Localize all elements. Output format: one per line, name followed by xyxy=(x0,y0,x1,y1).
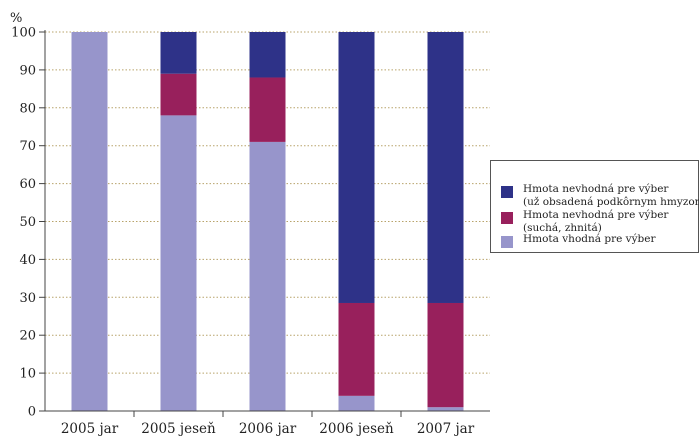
x-category-label-5: 2007 jar xyxy=(417,421,475,436)
axes xyxy=(39,30,490,417)
y-tick-label-30: 30 xyxy=(19,291,36,306)
x-category-label-4: 2006 jeseň xyxy=(319,421,394,436)
bar-segment-3-series-2 xyxy=(249,77,286,142)
y-tick-label-60: 60 xyxy=(19,177,36,192)
legend-item-suitable: Hmota vhodná pre výber xyxy=(501,233,655,248)
bar-segment-4-series-1 xyxy=(338,395,375,411)
bar-segment-5-series-3 xyxy=(427,32,464,303)
y-tick-label-50: 50 xyxy=(19,215,36,230)
axis-labels: 0 10 20 30 40 50 60 70 80 90 100% 2005 jar 2005 jese… xyxy=(10,11,475,436)
bar-segment-5-series-2 xyxy=(427,302,464,408)
bar-segment-3-series-3 xyxy=(249,32,286,78)
x-category-label-1: 2005 jar xyxy=(61,421,119,436)
legend-label-dry-line1: Hmota nevhodná pre výber xyxy=(523,209,669,221)
y-tick-label-0: 0 xyxy=(28,405,36,420)
y-tick-label-80: 80 xyxy=(19,101,36,116)
bars xyxy=(71,32,464,411)
grid-lines xyxy=(45,31,490,374)
legend-label-dry-line2: (suchá, zhnitá) xyxy=(523,222,602,234)
y-tick-label-40: 40 xyxy=(19,253,36,268)
legend-item-occupied: Hmota nevhodná pre výber (už obsadená po… xyxy=(501,183,699,209)
bar-segment-4-series-3 xyxy=(338,32,375,303)
legend-swatch-occupied xyxy=(501,186,513,198)
bar-segment-1-series-1 xyxy=(71,32,108,411)
bar-segment-3-series-1 xyxy=(249,141,286,411)
bar-segment-2-series-2 xyxy=(160,73,197,116)
bar-segment-2-series-1 xyxy=(160,115,197,411)
legend-label-suitable-line1: Hmota vhodná pre výber xyxy=(523,233,656,245)
legend-swatch-suitable xyxy=(501,236,513,248)
bar-segment-2-series-3 xyxy=(160,32,197,74)
x-category-label-3: 2006 jar xyxy=(239,421,297,436)
y-tick-label-20: 20 xyxy=(19,329,36,344)
legend-label-occupied-line1: Hmota nevhodná pre výber xyxy=(523,183,669,195)
chart-legend: Hmota nevhodná pre výber (už obsadená po… xyxy=(490,160,699,253)
y-tick-label-100: 100 xyxy=(11,26,36,41)
y-tick-label-70: 70 xyxy=(19,139,36,154)
legend-label-occupied-line2: (už obsadená podkôrnym hmyzom xyxy=(523,196,699,208)
y-unit-label: % xyxy=(10,11,22,26)
bar-segment-4-series-2 xyxy=(338,302,375,396)
y-tick-label-90: 90 xyxy=(19,63,36,78)
x-category-label-2: 2005 jeseň xyxy=(141,421,216,436)
legend-item-dry: Hmota nevhodná pre výber (suchá, zhnitá) xyxy=(501,209,668,235)
y-tick-label-10: 10 xyxy=(19,367,36,382)
legend-swatch-dry xyxy=(501,212,513,224)
bar-segment-5-series-1 xyxy=(427,407,464,411)
